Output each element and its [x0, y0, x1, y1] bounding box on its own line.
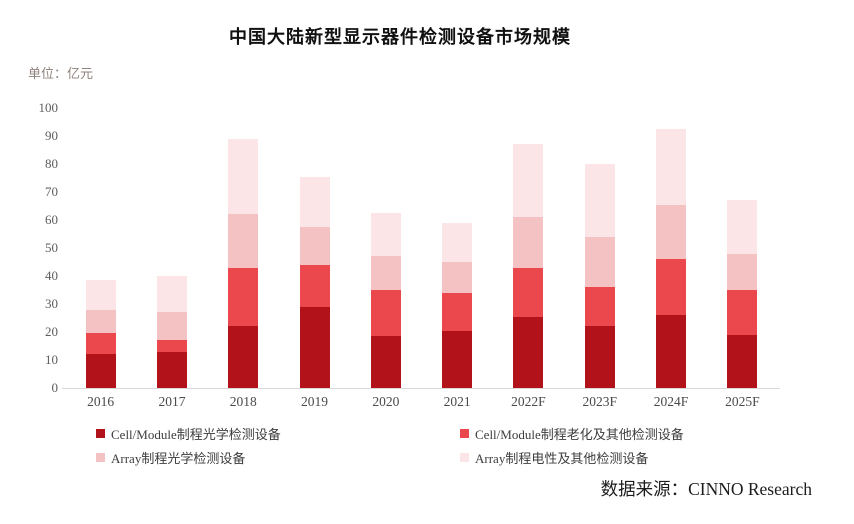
chart-title: 中国大陆新型显示器件检测设备市场规模	[229, 27, 571, 47]
bar-segment	[370, 213, 401, 257]
bar-segment	[156, 312, 187, 341]
bar-segment	[584, 164, 615, 237]
legend-item: Cell/Module制程光学检测设备	[96, 424, 460, 443]
bar-segment	[228, 326, 259, 388]
bar-segment	[370, 336, 401, 388]
x-axis-line	[62, 388, 780, 389]
x-axis-label: 2022F	[511, 394, 546, 409]
y-axis-tick-label: 60	[45, 212, 58, 227]
legend-label: Cell/Module制程老化及其他检测设备	[475, 427, 684, 442]
y-axis-tick-label: 100	[38, 100, 59, 115]
y-axis-tick-label: 70	[45, 184, 58, 199]
bar-segment	[656, 315, 687, 388]
bar-segment	[228, 214, 259, 268]
bar-segment	[442, 222, 473, 262]
bar-segment	[299, 264, 330, 307]
bar-segment	[584, 236, 615, 288]
bar-segment	[584, 287, 615, 327]
legend-swatch	[460, 453, 469, 462]
y-axis-tick-label: 50	[45, 240, 58, 255]
bar-segment	[156, 276, 187, 313]
bar-segment	[727, 253, 758, 290]
legend-label: Array制程电性及其他检测设备	[475, 451, 649, 466]
x-axis-label: 2017	[158, 394, 186, 409]
bar-segment	[156, 340, 187, 352]
legend-item: Cell/Module制程老化及其他检测设备	[460, 424, 684, 443]
legend-item: Array制程电性及其他检测设备	[460, 448, 684, 467]
legend-label: Cell/Module制程光学检测设备	[111, 427, 281, 442]
bar-segment	[442, 292, 473, 331]
bar-segment	[299, 227, 330, 265]
x-axis-label: 2025F	[725, 394, 760, 409]
legend-label: Array制程光学检测设备	[111, 451, 246, 466]
bar-segment	[513, 144, 544, 218]
bar-segment	[656, 129, 687, 205]
data-source: 数据来源：CINNO Research	[600, 479, 812, 499]
bar-segment	[156, 351, 187, 388]
y-axis-tick-label: 20	[45, 324, 58, 339]
x-axis-label: 2024F	[653, 394, 689, 409]
bar-segment	[370, 290, 401, 337]
bar-segment	[228, 267, 259, 327]
bar-segment	[513, 267, 544, 317]
bar-segment	[727, 200, 758, 254]
bar-segment	[656, 259, 687, 316]
legend-swatch	[460, 429, 469, 438]
bar-segment	[513, 316, 544, 388]
bar-segment	[228, 138, 259, 215]
x-axis-label: 2020	[372, 394, 400, 409]
bar-segment	[727, 290, 758, 335]
legend-swatch	[96, 429, 105, 438]
bar-segment	[85, 280, 116, 310]
bar-segment	[370, 256, 401, 290]
y-axis-tick-label: 90	[45, 128, 58, 143]
x-axis-label: 2016	[87, 394, 115, 409]
legend: Cell/Module制程光学检测设备 Cell/Module制程老化及其他检测设…	[96, 424, 684, 467]
bar-segment	[85, 354, 116, 388]
y-axis-tick-label: 10	[45, 352, 58, 367]
bar-segment	[442, 262, 473, 293]
bar-segment	[584, 326, 615, 388]
bar-segment	[513, 217, 544, 268]
x-axis-label: 2023F	[582, 394, 617, 409]
y-axis-tick-label: 30	[45, 296, 58, 311]
bar-segment	[442, 330, 473, 388]
x-axis-label: 2019	[301, 394, 329, 409]
bar-segment	[727, 334, 758, 388]
bar-segment	[85, 309, 116, 334]
y-axis-tick-label: 80	[45, 156, 58, 171]
x-axis-label: 2018	[229, 394, 257, 409]
bar-segment	[299, 306, 330, 388]
bar-segment	[656, 204, 687, 260]
unit-label: 单位：亿元	[28, 66, 94, 81]
legend-swatch	[96, 453, 105, 462]
y-axis-tick-label: 0	[51, 380, 59, 395]
bar-segment	[299, 176, 330, 227]
bar-segment	[85, 333, 116, 355]
x-axis-label: 2021	[443, 394, 471, 409]
y-axis-tick-label: 40	[45, 268, 58, 283]
legend-item: Array制程光学检测设备	[96, 448, 460, 467]
